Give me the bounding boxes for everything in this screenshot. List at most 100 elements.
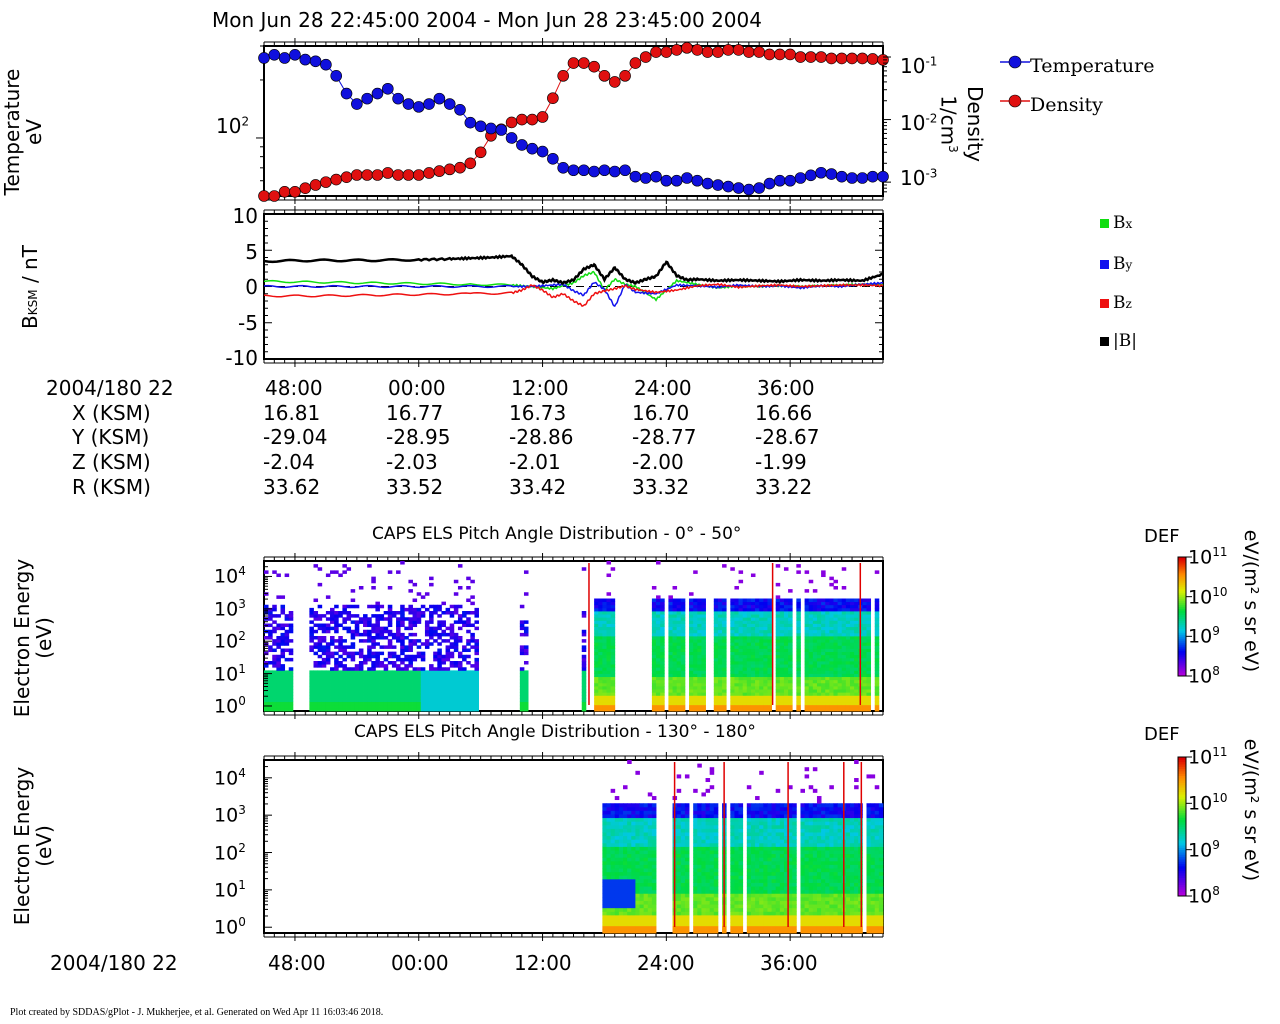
- spectrogram1-cell: [412, 673, 418, 678]
- spectrogram1-cell: [284, 636, 290, 640]
- spectrogram1-cell: [651, 695, 657, 699]
- spectrogram2-cell: [602, 882, 607, 887]
- spectrogram2-cell: [635, 914, 640, 919]
- spectrogram1-cell: [379, 617, 385, 621]
- spectrogram1-cell: [449, 651, 455, 656]
- spectrogram1-cell: [730, 670, 735, 674]
- spectrogram1-cell: [837, 670, 843, 674]
- spectrogram1-cell: [445, 626, 451, 631]
- spectrogram2-cell: [709, 904, 715, 909]
- spectrogram1-cell: [408, 632, 413, 637]
- spectrogram1-cell: [750, 573, 756, 578]
- spectrogram1-cell: [738, 601, 744, 606]
- spectrogram1-cell: [412, 632, 418, 637]
- spectrogram1-cell: [854, 607, 859, 612]
- spectrogram1-cell: [338, 707, 343, 712]
- spectrogram2-cell: [734, 922, 739, 927]
- spectrogram1-cell: [606, 701, 612, 706]
- spectrogram1-cell: [837, 601, 843, 606]
- spectrogram1-cell: [874, 601, 880, 606]
- spectrogram1-cell: [651, 614, 657, 618]
- spectrogram1-cell: [821, 676, 826, 681]
- spectrogram2-cell: [610, 835, 616, 840]
- spectrogram1-cell: [280, 667, 286, 671]
- spectrogram2-cell: [684, 907, 690, 912]
- spectrogram1-cell: [358, 620, 364, 624]
- spectrogram1-cell: [701, 623, 706, 628]
- spectrogram1-cell: [874, 651, 880, 656]
- spectrogram2-cell: [730, 864, 735, 869]
- spectrogram2-cell: [734, 868, 739, 873]
- spectrogram1-cell: [424, 629, 430, 634]
- spectrogram1-cell: [825, 629, 830, 634]
- spectrogram1-cell: [849, 645, 855, 649]
- spectrogram1-cell: [602, 648, 607, 653]
- spectrogram1-cell: [808, 695, 814, 699]
- spectrogram1-cell: [775, 654, 781, 659]
- spectrogram2-cell: [746, 857, 752, 862]
- spectrogram1-cell: [841, 626, 847, 631]
- spectrogram1-cell: [759, 682, 764, 687]
- spectrogram1-cell: [404, 676, 409, 681]
- spectrogram1-cell: [420, 667, 426, 671]
- spectrogram2-cell: [701, 922, 706, 927]
- spectrogram2-cell: [738, 922, 744, 927]
- spectrogram1-cell: [693, 632, 698, 637]
- spectrogram1-cell: [462, 676, 467, 681]
- spectrogram2-cell: [602, 817, 607, 822]
- spectrogram1-cell: [268, 698, 273, 703]
- spectrogram1-cell: [656, 601, 661, 606]
- spectrogram1-cell: [474, 701, 479, 706]
- spectrogram1-cell: [429, 673, 434, 678]
- spectrogram1-cell: [449, 661, 455, 665]
- spectrogram1-cell: [383, 673, 389, 678]
- spectrogram1-cell: [317, 614, 323, 618]
- spectrogram1-cell: [717, 679, 723, 684]
- temperature-series-point: [835, 170, 848, 183]
- spectrogram1-cell: [672, 604, 678, 609]
- spectrogram2-cell: [750, 864, 756, 869]
- spectrogram1-cell: [841, 639, 847, 643]
- spectrogram1-cell: [821, 611, 826, 615]
- spectrogram2-cell: [618, 850, 624, 855]
- spectrogram1-cell: [408, 642, 413, 646]
- spectrogram1-cell: [325, 626, 331, 631]
- spectrogram2-cell: [651, 864, 657, 869]
- spectrogram1-cell: [598, 673, 603, 678]
- spectrogram1-cell: [742, 689, 748, 693]
- spectrogram1-cell: [396, 707, 401, 712]
- density-series-point: [505, 116, 518, 129]
- density-series-point: [866, 53, 879, 65]
- spectrogram1-cell: [672, 648, 678, 653]
- spectrogram1-cell: [837, 654, 843, 659]
- spectrogram1-cell: [445, 639, 451, 643]
- spectrogram1-cell: [746, 617, 752, 621]
- spectrogram1-cell: [313, 636, 319, 640]
- spectrogram1-cell: [660, 661, 665, 665]
- spectrogram1-cell: [272, 620, 277, 624]
- spectrogram1-cell: [429, 698, 434, 703]
- spectrogram1-cell: [581, 670, 587, 674]
- spectrogram1-cell: [730, 614, 735, 618]
- spectrogram1-cell: [755, 664, 760, 668]
- spectrogram1-cell: [523, 670, 529, 674]
- spectrogram2-cell: [750, 850, 756, 855]
- spectrogram1-cell: [519, 686, 525, 690]
- temperature-series-point: [423, 98, 435, 110]
- spectrogram2-cell: [734, 814, 739, 819]
- spectrogram2-cell: [701, 857, 706, 862]
- spectrogram1-cell: [808, 664, 814, 668]
- spectrogram2-cell: [627, 810, 632, 815]
- spectrogram1-cell: [750, 620, 756, 624]
- spectrogram2-cell: [643, 860, 649, 865]
- spectrogram1-cell: [288, 692, 294, 696]
- spectrogram1-cell: [750, 607, 756, 612]
- spectrogram1-cell: [779, 623, 785, 628]
- spectrogram1-cell: [338, 573, 343, 578]
- spectrogram2-cell: [623, 900, 628, 905]
- spectrogram2-cell: [734, 824, 739, 829]
- spectrogram2-cell: [651, 918, 657, 923]
- spectrogram1-cell: [874, 664, 880, 668]
- spectrogram1-cell: [845, 651, 851, 656]
- spectrogram1-cell: [816, 657, 822, 662]
